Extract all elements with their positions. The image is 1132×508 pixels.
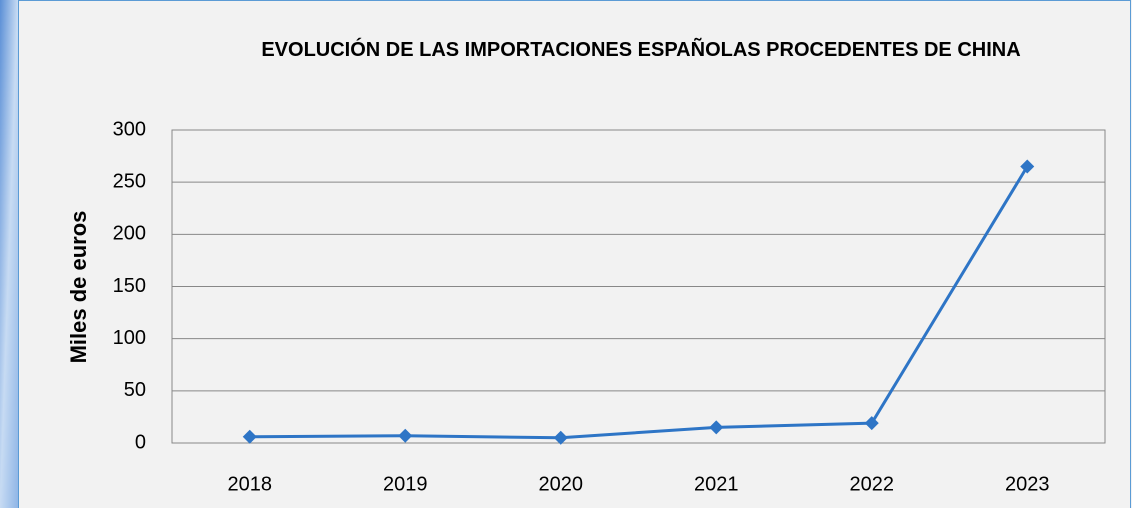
x-tick-label: 2021: [694, 473, 739, 495]
y-tick-label: 200: [113, 223, 146, 245]
y-tick-label: 0: [135, 431, 146, 453]
data-point: [553, 430, 568, 445]
y-tick-label: 50: [124, 379, 146, 401]
x-tick-label: 2023: [1005, 473, 1050, 495]
x-tick-label: 2018: [228, 473, 273, 495]
y-axis-label: Miles de euros: [66, 211, 91, 364]
data-line: [249, 165, 1029, 440]
data-point: [1020, 159, 1035, 174]
y-tick-label: 150: [113, 275, 146, 297]
y-tick-label: 100: [113, 327, 146, 349]
x-tick-label: 2020: [539, 473, 584, 495]
y-tick-label: 300: [113, 118, 146, 140]
data-point: [398, 428, 413, 443]
data-point: [709, 420, 724, 435]
x-tick-label: 2022: [850, 473, 895, 495]
y-tick-label: 250: [113, 170, 146, 192]
x-tick-label: 2019: [383, 473, 428, 495]
data-point: [242, 429, 257, 444]
chart-frame: [18, 0, 1131, 508]
data-point: [864, 416, 879, 431]
chart-title: EVOLUCIÓN DE LAS IMPORTACIONES ESPAÑOLAS…: [261, 39, 1021, 61]
side-decoration: [0, 0, 18, 508]
